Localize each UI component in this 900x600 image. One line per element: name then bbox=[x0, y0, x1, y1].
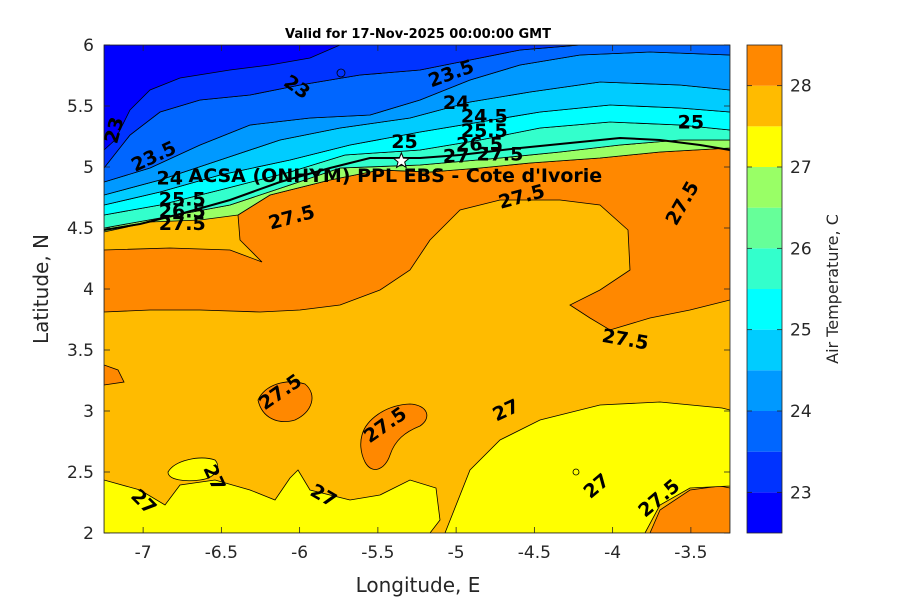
station-marker-layer: ACSA (ONHYM) PPL EBS - Cote d'Ivorie bbox=[188, 151, 602, 187]
y-tick-label: 3.5 bbox=[67, 341, 94, 361]
colorbar-tick-label: 24 bbox=[790, 402, 812, 422]
x-tick-label: -6 bbox=[291, 543, 308, 563]
contour-label: 26.5 bbox=[159, 201, 206, 223]
colorbar-segment bbox=[747, 85, 782, 127]
x-axis-label: Longitude, E bbox=[356, 573, 481, 597]
colorbar-segment bbox=[747, 492, 782, 533]
band-27.5-28-patch1 bbox=[257, 381, 313, 422]
colorbar-tick-label: 23 bbox=[790, 483, 812, 503]
contour-label: 26.5 bbox=[456, 134, 503, 156]
station-name: ACSA (ONHYM) PPL EBS - Cote d'Ivorie bbox=[188, 165, 602, 187]
y-axis-label: Latitude, N bbox=[29, 234, 53, 344]
x-tick-label: -4 bbox=[604, 543, 621, 563]
contour-label: 27.5 bbox=[159, 213, 206, 235]
contour-field bbox=[104, 45, 730, 533]
colorbar-segment bbox=[747, 248, 782, 289]
contour-label: 27 bbox=[443, 146, 469, 168]
x-tick-label: -4.5 bbox=[518, 543, 551, 563]
contour-islet bbox=[572, 468, 580, 476]
colorbar-frame bbox=[746, 44, 783, 534]
chart-title: Valid for 17-Nov-2025 00:00:00 GMT bbox=[285, 27, 551, 42]
contour-label: 24 bbox=[157, 168, 183, 190]
y-tick-label: 6 bbox=[83, 36, 94, 56]
y-axis: 2 2.5 3 3.5 4 4.5 5 5.5 6 bbox=[67, 36, 730, 544]
colorbar-tick-label: 25 bbox=[790, 321, 812, 341]
colorbar-tick-label: 27 bbox=[790, 158, 812, 178]
y-tick-label: 2.5 bbox=[67, 463, 94, 483]
band-27.5-28-patch3 bbox=[104, 364, 125, 386]
contour-islet bbox=[336, 68, 346, 78]
x-tick-label: -7 bbox=[135, 543, 152, 563]
contour-label: 27.5 bbox=[476, 143, 523, 165]
x-tick-label: -5.5 bbox=[361, 543, 394, 563]
contour-label: 25.5 bbox=[461, 120, 508, 142]
y-tick-label: 4.5 bbox=[67, 219, 94, 239]
coastline bbox=[104, 136, 730, 231]
contour-label: 24.5 bbox=[461, 105, 508, 127]
contour-label: 24 bbox=[443, 92, 469, 114]
band-22.5-23 bbox=[104, 45, 581, 169]
band-26.5-27-patch bbox=[167, 457, 219, 482]
y-tick-label: 5.5 bbox=[67, 97, 94, 117]
contour-label: 25 bbox=[678, 112, 704, 134]
band-27.5-28-patch2 bbox=[360, 403, 428, 470]
colorbar-segment bbox=[747, 126, 782, 167]
x-tick-label: -6.5 bbox=[205, 543, 238, 563]
colorbar-segment bbox=[747, 289, 782, 330]
colorbar-segment bbox=[747, 411, 782, 452]
colorbar-segment bbox=[747, 451, 782, 493]
band-26.5-27-southeast bbox=[444, 401, 730, 533]
colorbar-segment bbox=[747, 207, 782, 249]
colorbar-segment bbox=[747, 329, 782, 371]
x-tick-label: -3.5 bbox=[674, 543, 707, 563]
colorbar-segment bbox=[747, 167, 782, 208]
x-tick-label: -5 bbox=[448, 543, 465, 563]
x-axis: -7 -6.5 -6 -5.5 -5 -4.5 -4 -3.5 bbox=[135, 45, 707, 563]
y-tick-label: 2 bbox=[83, 524, 94, 544]
y-tick-label: 4 bbox=[83, 280, 94, 300]
colorbar: 23 24 25 26 27 28 bbox=[746, 44, 812, 534]
y-tick-label: 5 bbox=[83, 158, 94, 178]
y-tick-label: 3 bbox=[83, 402, 94, 422]
colorbar-segment bbox=[747, 45, 782, 86]
colorbar-tick-label: 26 bbox=[790, 239, 812, 259]
colorbar-segment bbox=[747, 370, 782, 411]
station-star-icon bbox=[392, 151, 411, 169]
colorbar-tick-label: 28 bbox=[790, 77, 812, 97]
contour-label: 25.5 bbox=[159, 188, 206, 210]
contour-label: 25 bbox=[391, 131, 417, 153]
band-26.5-27-south bbox=[104, 469, 441, 533]
band-22.5-23-cold bbox=[104, 45, 341, 151]
colorbar-label: Air Temperature, C bbox=[823, 214, 842, 364]
